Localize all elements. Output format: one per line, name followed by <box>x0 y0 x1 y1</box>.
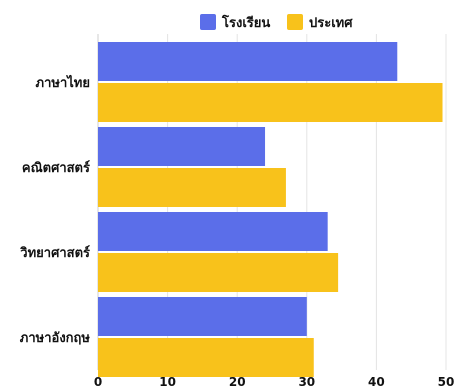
bar-country-2 <box>98 253 339 292</box>
tick-label: 10 <box>159 375 176 389</box>
bar-school-1 <box>98 127 266 166</box>
legend: โรงเรียน ประเทศ <box>200 14 353 31</box>
bars <box>98 42 443 377</box>
legend-swatch <box>200 14 216 30</box>
category-label: วิทยาศาสตร์ <box>20 245 90 261</box>
bar-school-0 <box>98 42 398 81</box>
tick-label: 20 <box>229 375 246 389</box>
legend-swatch <box>287 14 303 30</box>
bar-country-1 <box>98 168 286 207</box>
bar-school-3 <box>98 297 307 336</box>
bar-country-3 <box>98 338 314 377</box>
tick-label: 40 <box>368 375 385 389</box>
bar-school-2 <box>98 212 328 251</box>
tick-label: 30 <box>298 375 315 389</box>
legend-label: โรงเรียน <box>221 14 270 31</box>
category-label: ภาษาอังกฤษ <box>20 331 91 346</box>
category-label: คณิตศาสตร์ <box>22 160 90 176</box>
x-axis-ticks: 0 10 20 30 40 50 <box>94 375 455 389</box>
tick-label: 50 <box>438 375 455 389</box>
tick-label: 0 <box>94 375 102 389</box>
bar-country-0 <box>98 83 443 122</box>
category-label: ภาษาไทย <box>36 74 90 91</box>
legend-label: ประเทศ <box>309 16 353 31</box>
